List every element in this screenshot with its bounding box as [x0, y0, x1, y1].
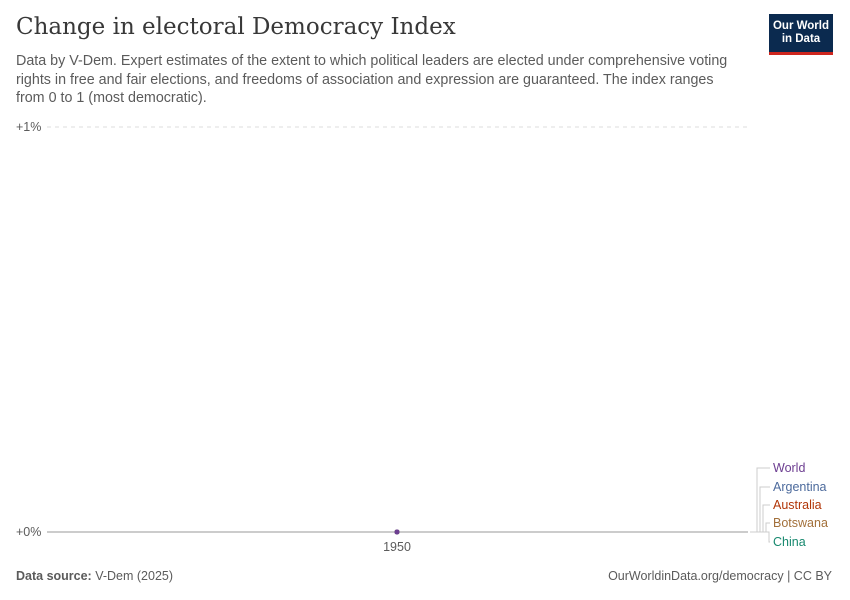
y-tick-label: +0% — [16, 525, 41, 539]
logo-line-1: Our World — [772, 20, 829, 32]
legend-label-australia[interactable]: Australia — [773, 498, 822, 512]
chart-title: Change in electoral Democracy Index — [16, 14, 456, 40]
y-tick-label: +1% — [16, 120, 41, 134]
data-source: Data source: V-Dem (2025) — [16, 569, 173, 583]
legend-connector — [754, 531, 770, 543]
legend-connector — [754, 522, 770, 533]
x-tick-label: 1950 — [383, 540, 411, 554]
source-label: Data source: — [16, 569, 92, 583]
owid-logo[interactable]: Our World in Data — [769, 14, 833, 55]
source-value[interactable]: V-Dem (2025) — [95, 569, 174, 583]
logo-line-2: in Data — [781, 33, 821, 45]
chart-subtitle: Data by V-Dem. Expert estimates of the e… — [16, 53, 728, 106]
legend-label-argentina[interactable]: Argentina — [773, 480, 827, 494]
legend-label-world[interactable]: World — [773, 461, 805, 475]
attribution-link[interactable]: OurWorldinData.org/democracy | CC BY — [608, 569, 832, 583]
legend-connector — [754, 467, 770, 533]
data-point-world — [394, 529, 400, 535]
legend-label-china[interactable]: China — [773, 535, 806, 549]
legend-label-botswana[interactable]: Botswana — [773, 516, 828, 530]
legend-connector — [754, 486, 770, 533]
legend-connector — [754, 504, 770, 533]
